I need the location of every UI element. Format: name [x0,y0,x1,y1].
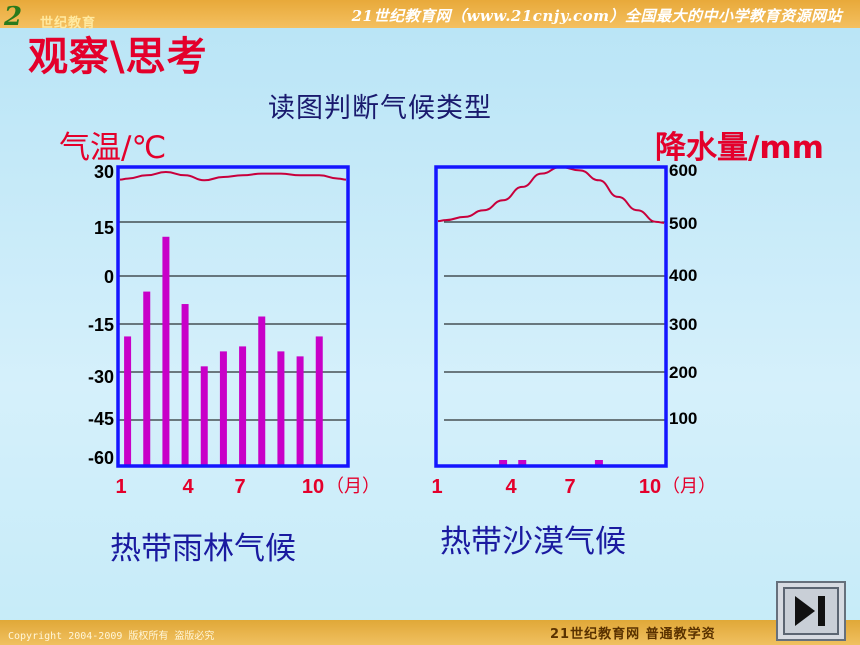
temperature-tick-label: -30 [88,367,114,387]
x-tick-label: 1 [431,476,442,498]
precipitation-bar [200,366,208,466]
subtitle: 读图判断气候类型 [268,93,492,124]
x-tick-label: 7 [564,476,575,498]
precipitation-bar [219,351,227,466]
site-logo: 2 世纪教育 [4,2,134,34]
temperature-tick-label: 0 [104,267,114,287]
logo-text: 世纪教育 [40,16,97,31]
precipitation-bar [499,460,508,465]
temperature-tick-label: 15 [94,218,114,238]
temperature-axis-title: 气温/℃ [59,130,167,166]
next-slide-icon [783,587,839,635]
precipitation-tick-label: 500 [669,214,697,233]
next-slide-button[interactable] [776,581,846,641]
precipitation-tick-label: 100 [669,409,697,428]
x-unit-label: （月） [326,476,380,497]
temperature-tick-label: -15 [88,315,114,335]
precipitation-tick-label: 600 [669,161,697,180]
header-site-text: 21世纪教育网（www.21cnjy.com）全国最大的中小学教育资源网站 [351,7,842,25]
x-tick-label: 10 [302,476,324,498]
footer-copyright: Copyright 2004-2009 版权所有 盗版必究 [8,631,215,642]
chart-frame [434,165,668,468]
chart-caption-rainforest: 热带雨林气候 [110,531,296,567]
precipitation-tick-label: 300 [669,315,697,334]
precipitation-bar [518,460,527,465]
x-unit-label: （月） [662,476,716,497]
temperature-tick-label: -60 [88,448,114,468]
x-tick-label: 4 [505,476,517,498]
chart-frame [116,165,350,468]
x-tick-label: 4 [182,476,194,498]
chart-caption-desert: 热带沙漠气候 [440,524,626,560]
x-tick-label: 1 [115,476,126,498]
precipitation-axis-title: 降水量/mm [655,130,824,166]
footer-bar: Copyright 2004-2009 版权所有 盗版必究 21世纪教育网 普通… [0,620,860,645]
temperature-tick-label: -45 [88,409,114,429]
precipitation-tick-label: 200 [669,363,697,382]
precipitation-bar [296,356,304,466]
precipitation-bar [162,236,170,466]
precipitation-bar [258,316,266,466]
temperature-line [437,165,665,224]
logo-glyph: 2 [4,2,23,32]
page-title: 观察\思考 [28,34,208,80]
precipitation-tick-label: 400 [669,266,697,285]
precipitation-bar [143,291,151,466]
precipitation-bar [239,346,247,466]
precipitation-bar [124,336,132,466]
precipitation-bar [277,351,285,466]
header-bar: 21世纪教育网（www.21cnjy.com）全国最大的中小学教育资源网站 [0,0,860,28]
precipitation-bar [594,460,603,465]
footer-brand: 21世纪教育网 普通教学资 [550,627,716,642]
precipitation-bar [315,336,323,466]
x-tick-label: 7 [234,476,245,498]
x-tick-label: 10 [639,476,661,498]
temperature-tick-label: 30 [94,162,114,182]
precipitation-bar [181,304,189,466]
temperature-line [119,170,347,182]
